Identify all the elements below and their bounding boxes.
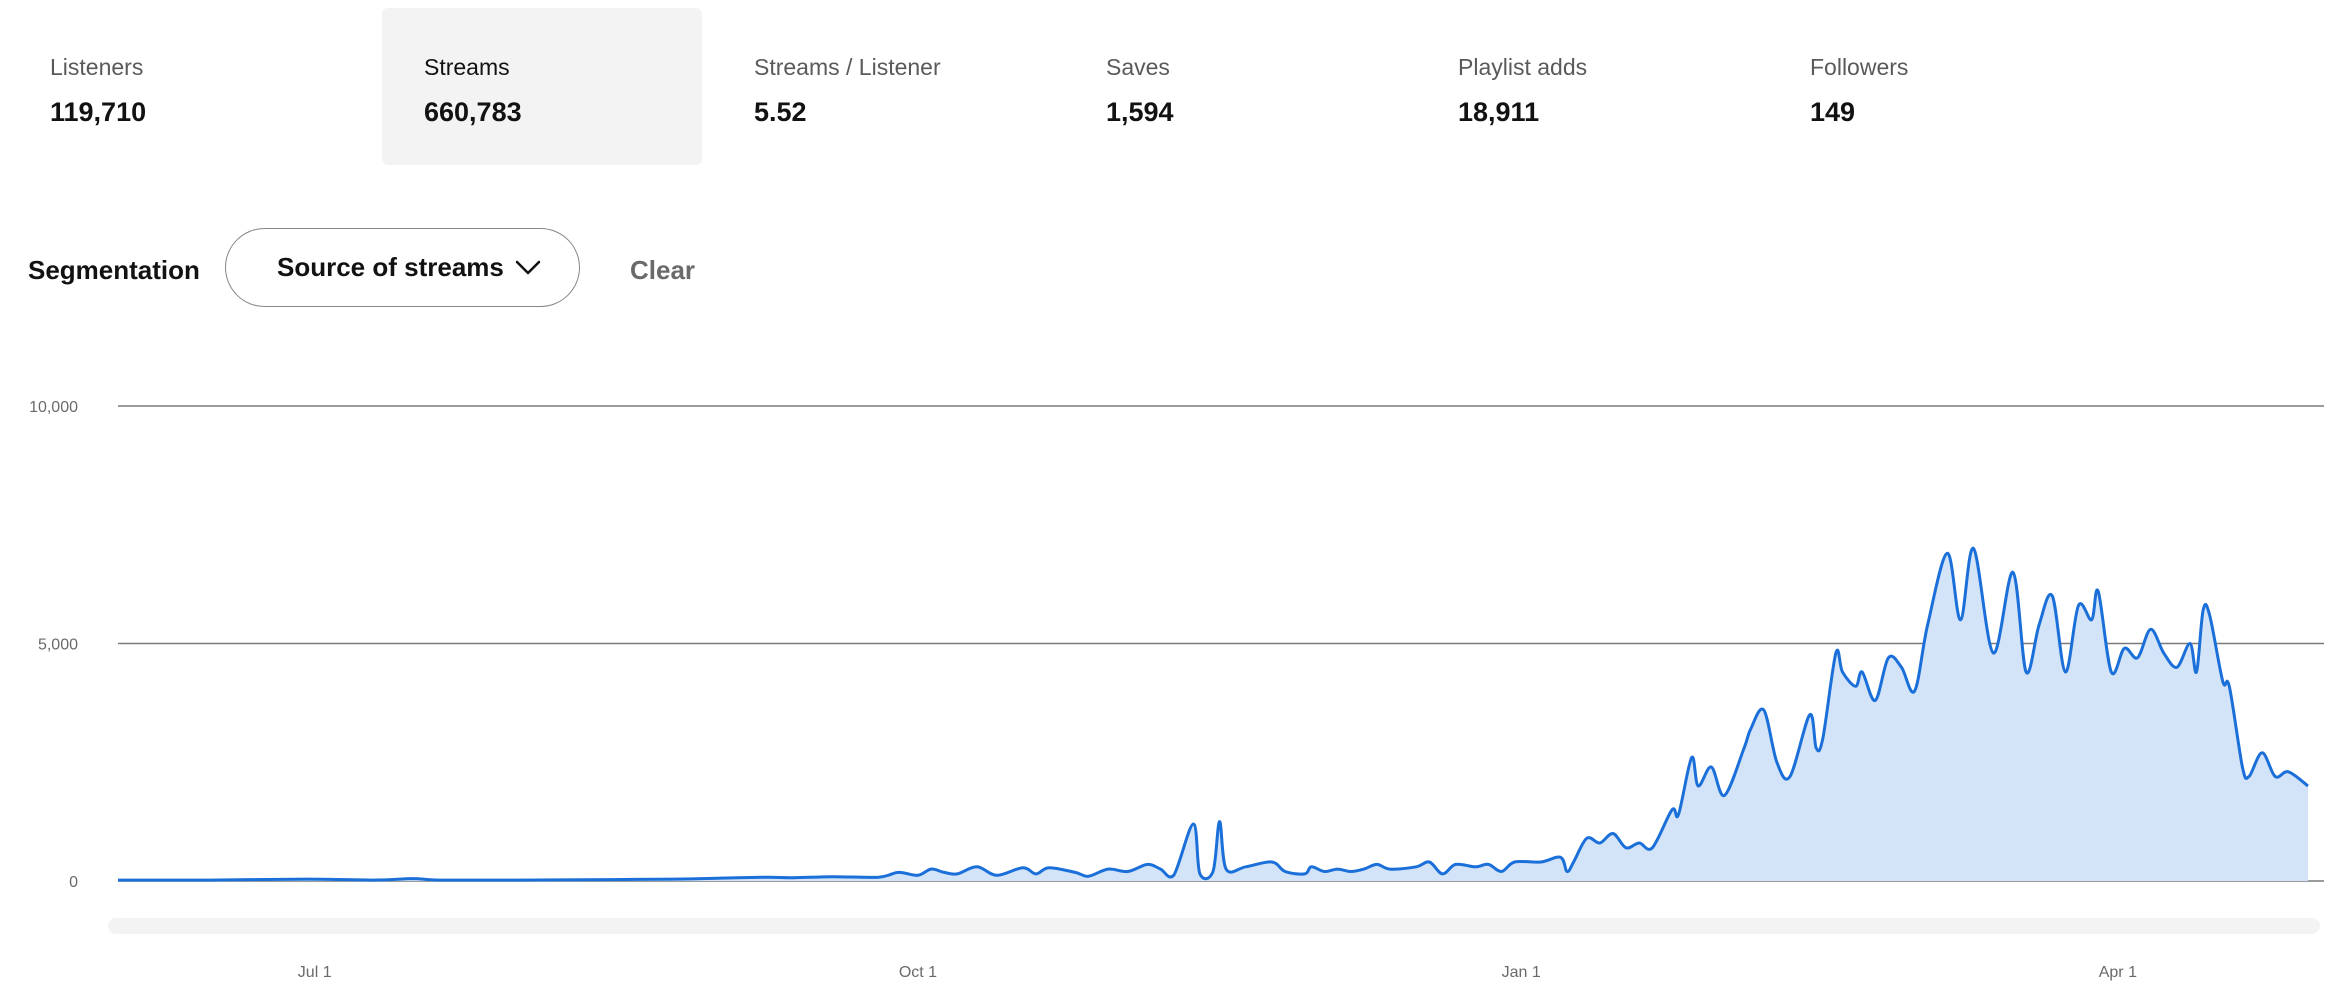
stat-value: 149 <box>1810 96 1856 127</box>
stat-streams-per-listener[interactable]: Streams / Listener 5.52 <box>712 8 1032 165</box>
x-tick-label: Apr 1 <box>2099 964 2137 981</box>
segmentation-label: Segmentation <box>28 255 200 285</box>
stat-label: Followers <box>1810 54 1909 80</box>
stat-playlist-adds[interactable]: Playlist adds 18,911 <box>1416 8 1736 165</box>
stats-row: Listeners 119,710 Streams 660,783 Stream… <box>0 0 2338 170</box>
stat-label: Listeners <box>50 54 144 80</box>
stat-listeners[interactable]: Listeners 119,710 <box>8 8 328 165</box>
stat-value: 18,911 <box>1458 96 1540 127</box>
chevron-down-icon <box>515 260 541 275</box>
stat-value: 119,710 <box>50 96 147 127</box>
stat-followers[interactable]: Followers 149 <box>1768 8 2088 165</box>
stat-value: 1,594 <box>1106 96 1174 127</box>
clear-button[interactable]: Clear <box>630 255 696 285</box>
streams-chart: 0 5,000 10,000 Jul 1 Oct 1 Jan 1 Apr 1 <box>29 399 2324 981</box>
stat-streams[interactable]: Streams 660,783 <box>382 8 702 165</box>
chart-scrollbar[interactable] <box>108 918 2320 934</box>
x-tick-label: Jul 1 <box>298 964 332 981</box>
y-tick-label: 5,000 <box>38 637 78 654</box>
segmentation-dropdown[interactable]: Source of streams <box>225 228 580 307</box>
stat-saves[interactable]: Saves 1,594 <box>1064 8 1384 165</box>
series-area <box>118 548 2308 881</box>
stat-label: Streams / Listener <box>754 54 941 80</box>
y-tick-label: 10,000 <box>29 399 78 416</box>
x-tick-label: Oct 1 <box>899 964 937 981</box>
stat-label: Playlist adds <box>1458 54 1588 80</box>
x-tick-label: Jan 1 <box>1502 964 1541 981</box>
series-line <box>117 546 2309 882</box>
stat-value: 5.52 <box>754 96 807 127</box>
segmentation-dropdown-value: Source of streams <box>277 252 504 282</box>
stat-value: 660,783 <box>424 96 522 127</box>
segmentation-bar: Segmentation Source of streams Clear <box>0 228 900 308</box>
y-tick-label: 0 <box>69 874 78 891</box>
stat-label: Saves <box>1106 54 1170 80</box>
x-axis: Jul 1 Oct 1 Jan 1 Apr 1 <box>298 964 2137 981</box>
stat-label: Streams <box>424 54 510 80</box>
